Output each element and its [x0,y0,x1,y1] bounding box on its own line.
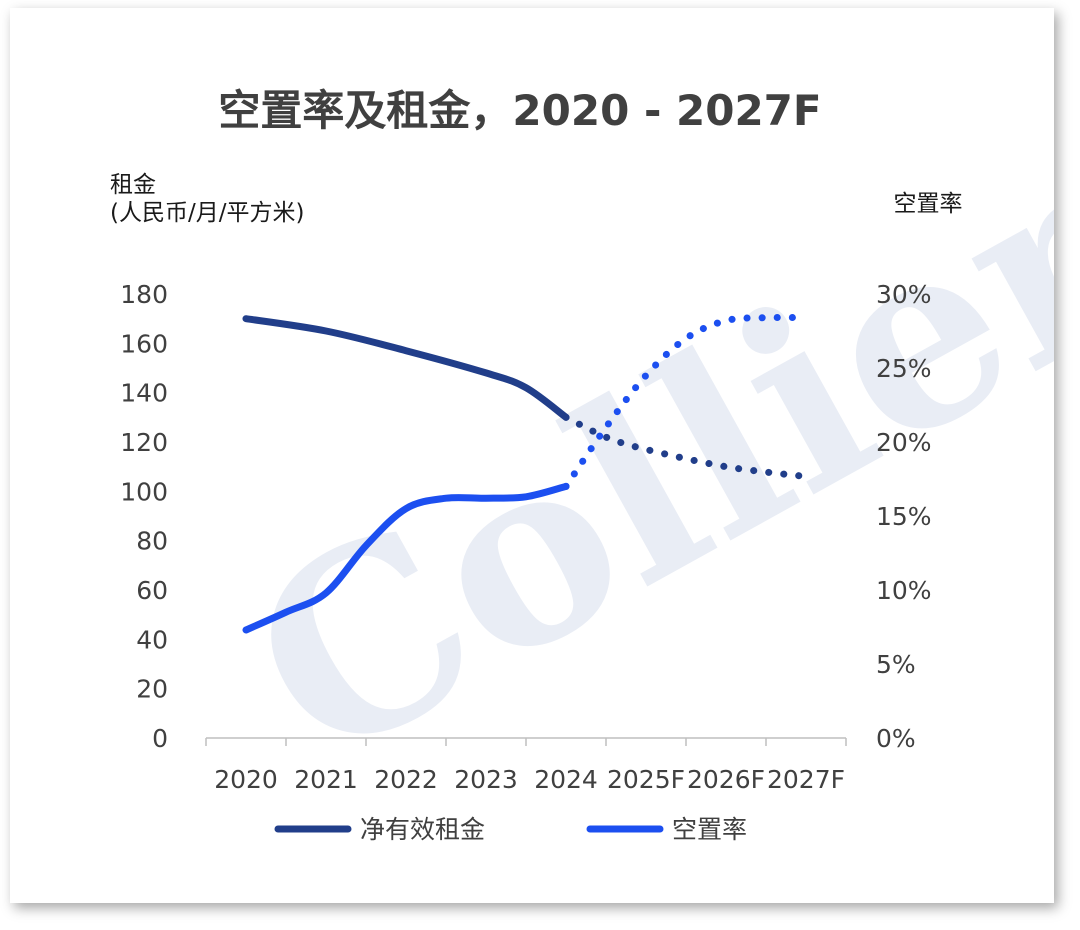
legend-vacancy-label: 空置率 [672,815,747,844]
rent-actual-line [242,315,570,421]
axes: 2020 2021 2022 2023 2024 2025F 2026F 2027F 0 20 40… [120,280,931,794]
left-y-tick-label: 20 [136,675,168,704]
rent-forecast-dotted-line [562,413,810,480]
right-y-tick-label: 10% [876,576,932,605]
chart: Colliers 空置率及租金，2020 - 2027F 租金 (人民币/月/平… [110,38,1054,844]
left-axis-title-line2: (人民币/月/平方米) [110,200,304,226]
right-y-tick-label: 0% [876,724,916,753]
left-y-tick-label: 60 [136,576,168,605]
left-axis-title-line1: 租金 [110,172,156,198]
right-axis-title: 空置率 [894,191,963,217]
left-y-tick-label: 120 [120,428,168,457]
right-y-tick-label: 20% [876,428,932,457]
vacancy-actual-line [242,482,570,634]
left-y-tick-label: 180 [120,280,168,309]
x-tick-label: 2024 [534,765,598,794]
legend-rent-label: 净有效租金 [360,815,485,844]
x-tick-label: 2023 [454,765,518,794]
x-tick-label: 2021 [294,765,358,794]
left-y-tick-label: 80 [136,527,168,556]
left-y-tick-label: 40 [136,625,168,654]
chart-card: Colliers 空置率及租金，2020 - 2027F 租金 (人民币/月/平… [10,8,1054,903]
right-y-tick-label: 15% [876,502,932,531]
chart-title: 空置率及租金，2020 - 2027F [218,86,821,135]
right-y-tick-label: 30% [876,280,932,309]
x-tick-label: 2025F [607,765,685,794]
left-y-tick-label: 100 [120,477,168,506]
left-y-tick-label: 160 [120,329,168,358]
x-tick-label: 2022 [374,765,438,794]
x-tick-label: 2026F [687,765,765,794]
left-y-tick-label: 0 [152,724,168,753]
legend: 净有效租金 空置率 [274,815,747,844]
x-tick-label: 2027F [767,765,845,794]
left-y-tick-label: 140 [120,379,168,408]
right-y-tick-label: 5% [876,650,916,679]
x-tick-label: 2020 [214,765,278,794]
series-lines [242,313,810,634]
right-y-tick-label: 25% [876,354,932,383]
